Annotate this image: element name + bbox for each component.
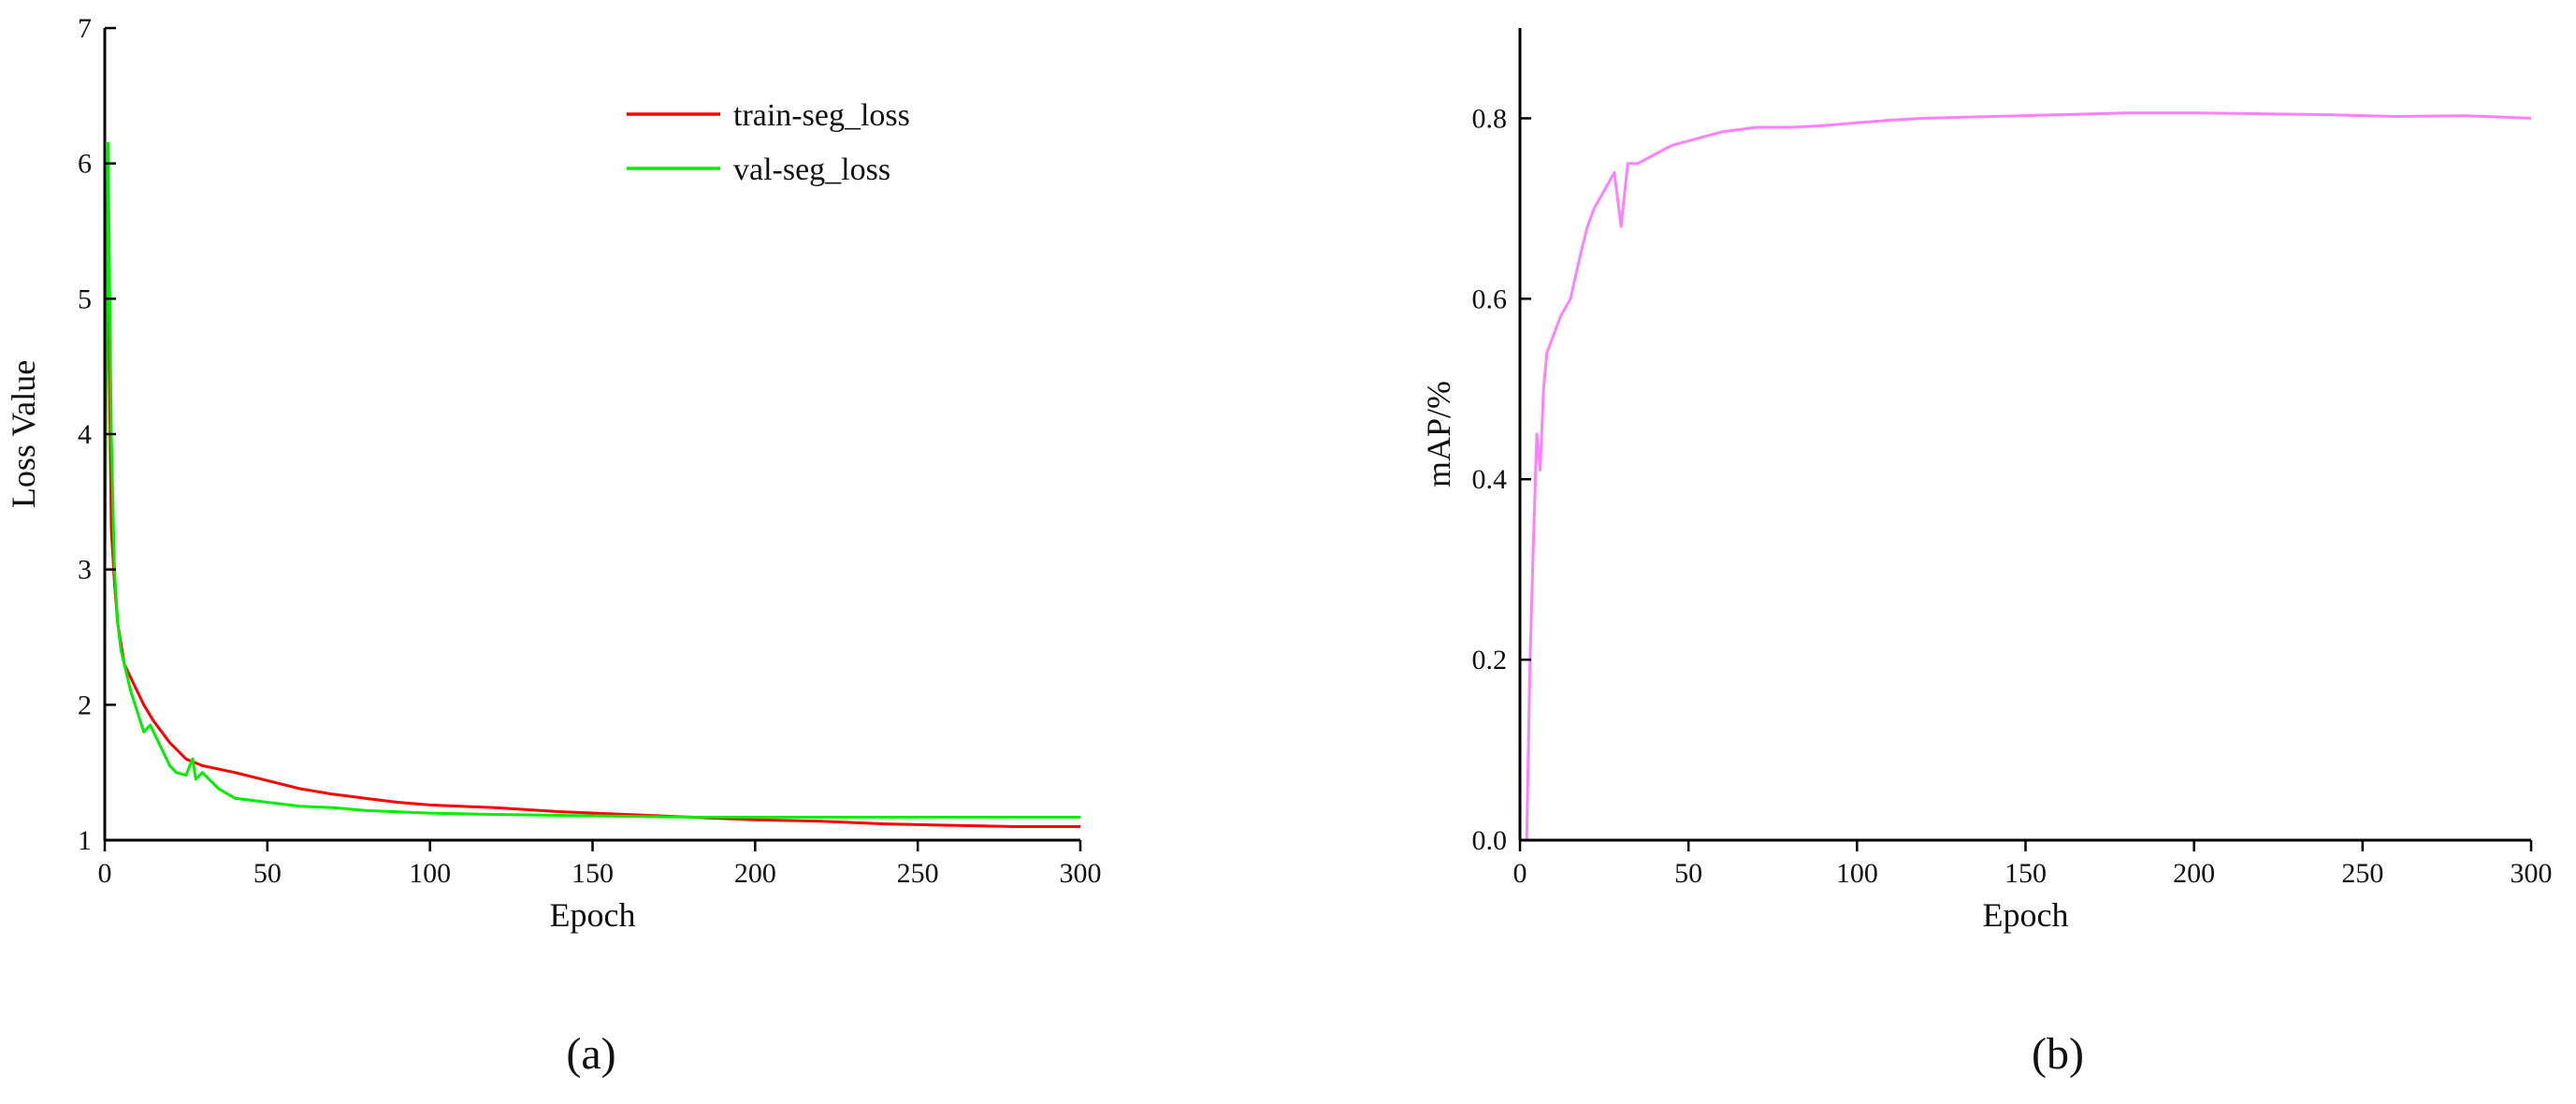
x-tick-label: 200 (734, 858, 776, 889)
chart-b-series-group (1525, 111, 2532, 841)
chart-a-panel-label: (a) (566, 1029, 615, 1079)
chart-b-y-ticks: 0.0 0.2 0.4 0.6 0.8 (1472, 103, 1531, 856)
x-tick-label: 300 (1060, 858, 1102, 889)
series-line-val-seg_loss (103, 141, 1080, 819)
x-tick-label: 200 (2173, 858, 2215, 889)
x-tick-label: 300 (2511, 858, 2553, 889)
chart-a-y-ticks: 1 2 3 4 5 6 7 (78, 13, 116, 856)
chart-b-y-axis-label: mAP/% (1420, 381, 1457, 487)
chart-b-x-ticks: 0 50 100 150 200 250 300 (1513, 840, 2553, 889)
y-tick-label: 5 (78, 283, 92, 314)
x-tick-label: 250 (2341, 858, 2383, 889)
y-tick-label: 3 (78, 555, 92, 586)
chart-b-panel-label: (b) (2032, 1029, 2084, 1079)
x-tick-label: 100 (1836, 858, 1878, 889)
x-tick-label: 50 (1674, 858, 1702, 889)
y-tick-label: 0.2 (1472, 645, 1508, 675)
series-line-series-0 (1525, 111, 2532, 841)
chart-a: 0 50 100 150 200 250 300 1 2 3 4 5 6 7 Epoch Loss Va… (5, 13, 1102, 1079)
chart-a-y-axis-label: Loss Value (5, 360, 42, 508)
legend-label: val-seg_loss (733, 153, 890, 187)
y-tick-label: 0.4 (1472, 464, 1508, 495)
x-tick-label: 0 (1513, 858, 1527, 889)
y-tick-label: 1 (78, 825, 92, 856)
y-tick-label: 0.6 (1472, 283, 1508, 314)
y-tick-label: 0.0 (1472, 825, 1508, 856)
y-tick-label: 2 (78, 690, 92, 720)
x-tick-label: 50 (253, 858, 282, 889)
chart-b: 0 50 100 150 200 250 300 0.0 0.2 0.4 0.6 0.8 Epoch… (1420, 28, 2553, 1079)
chart-a-legend: train-seg_loss val-seg_loss (627, 98, 910, 187)
x-tick-label: 0 (98, 858, 112, 889)
y-tick-label: 7 (78, 13, 92, 44)
chart-b-x-axis-label: Epoch (1983, 896, 2069, 934)
y-tick-label: 0.8 (1472, 103, 1508, 134)
x-tick-label: 150 (572, 858, 614, 889)
x-tick-label: 100 (409, 858, 451, 889)
x-tick-label: 150 (2004, 858, 2047, 889)
y-tick-label: 6 (78, 149, 92, 180)
x-tick-label: 250 (897, 858, 939, 889)
chart-a-series-group (103, 141, 1080, 828)
series-line-train-seg_loss (103, 260, 1080, 828)
legend-label: train-seg_loss (733, 98, 910, 133)
y-tick-label: 4 (78, 419, 92, 450)
chart-a-x-axis-label: Epoch (550, 896, 636, 934)
chart-a-x-ticks: 0 50 100 150 200 250 300 (98, 840, 1102, 889)
